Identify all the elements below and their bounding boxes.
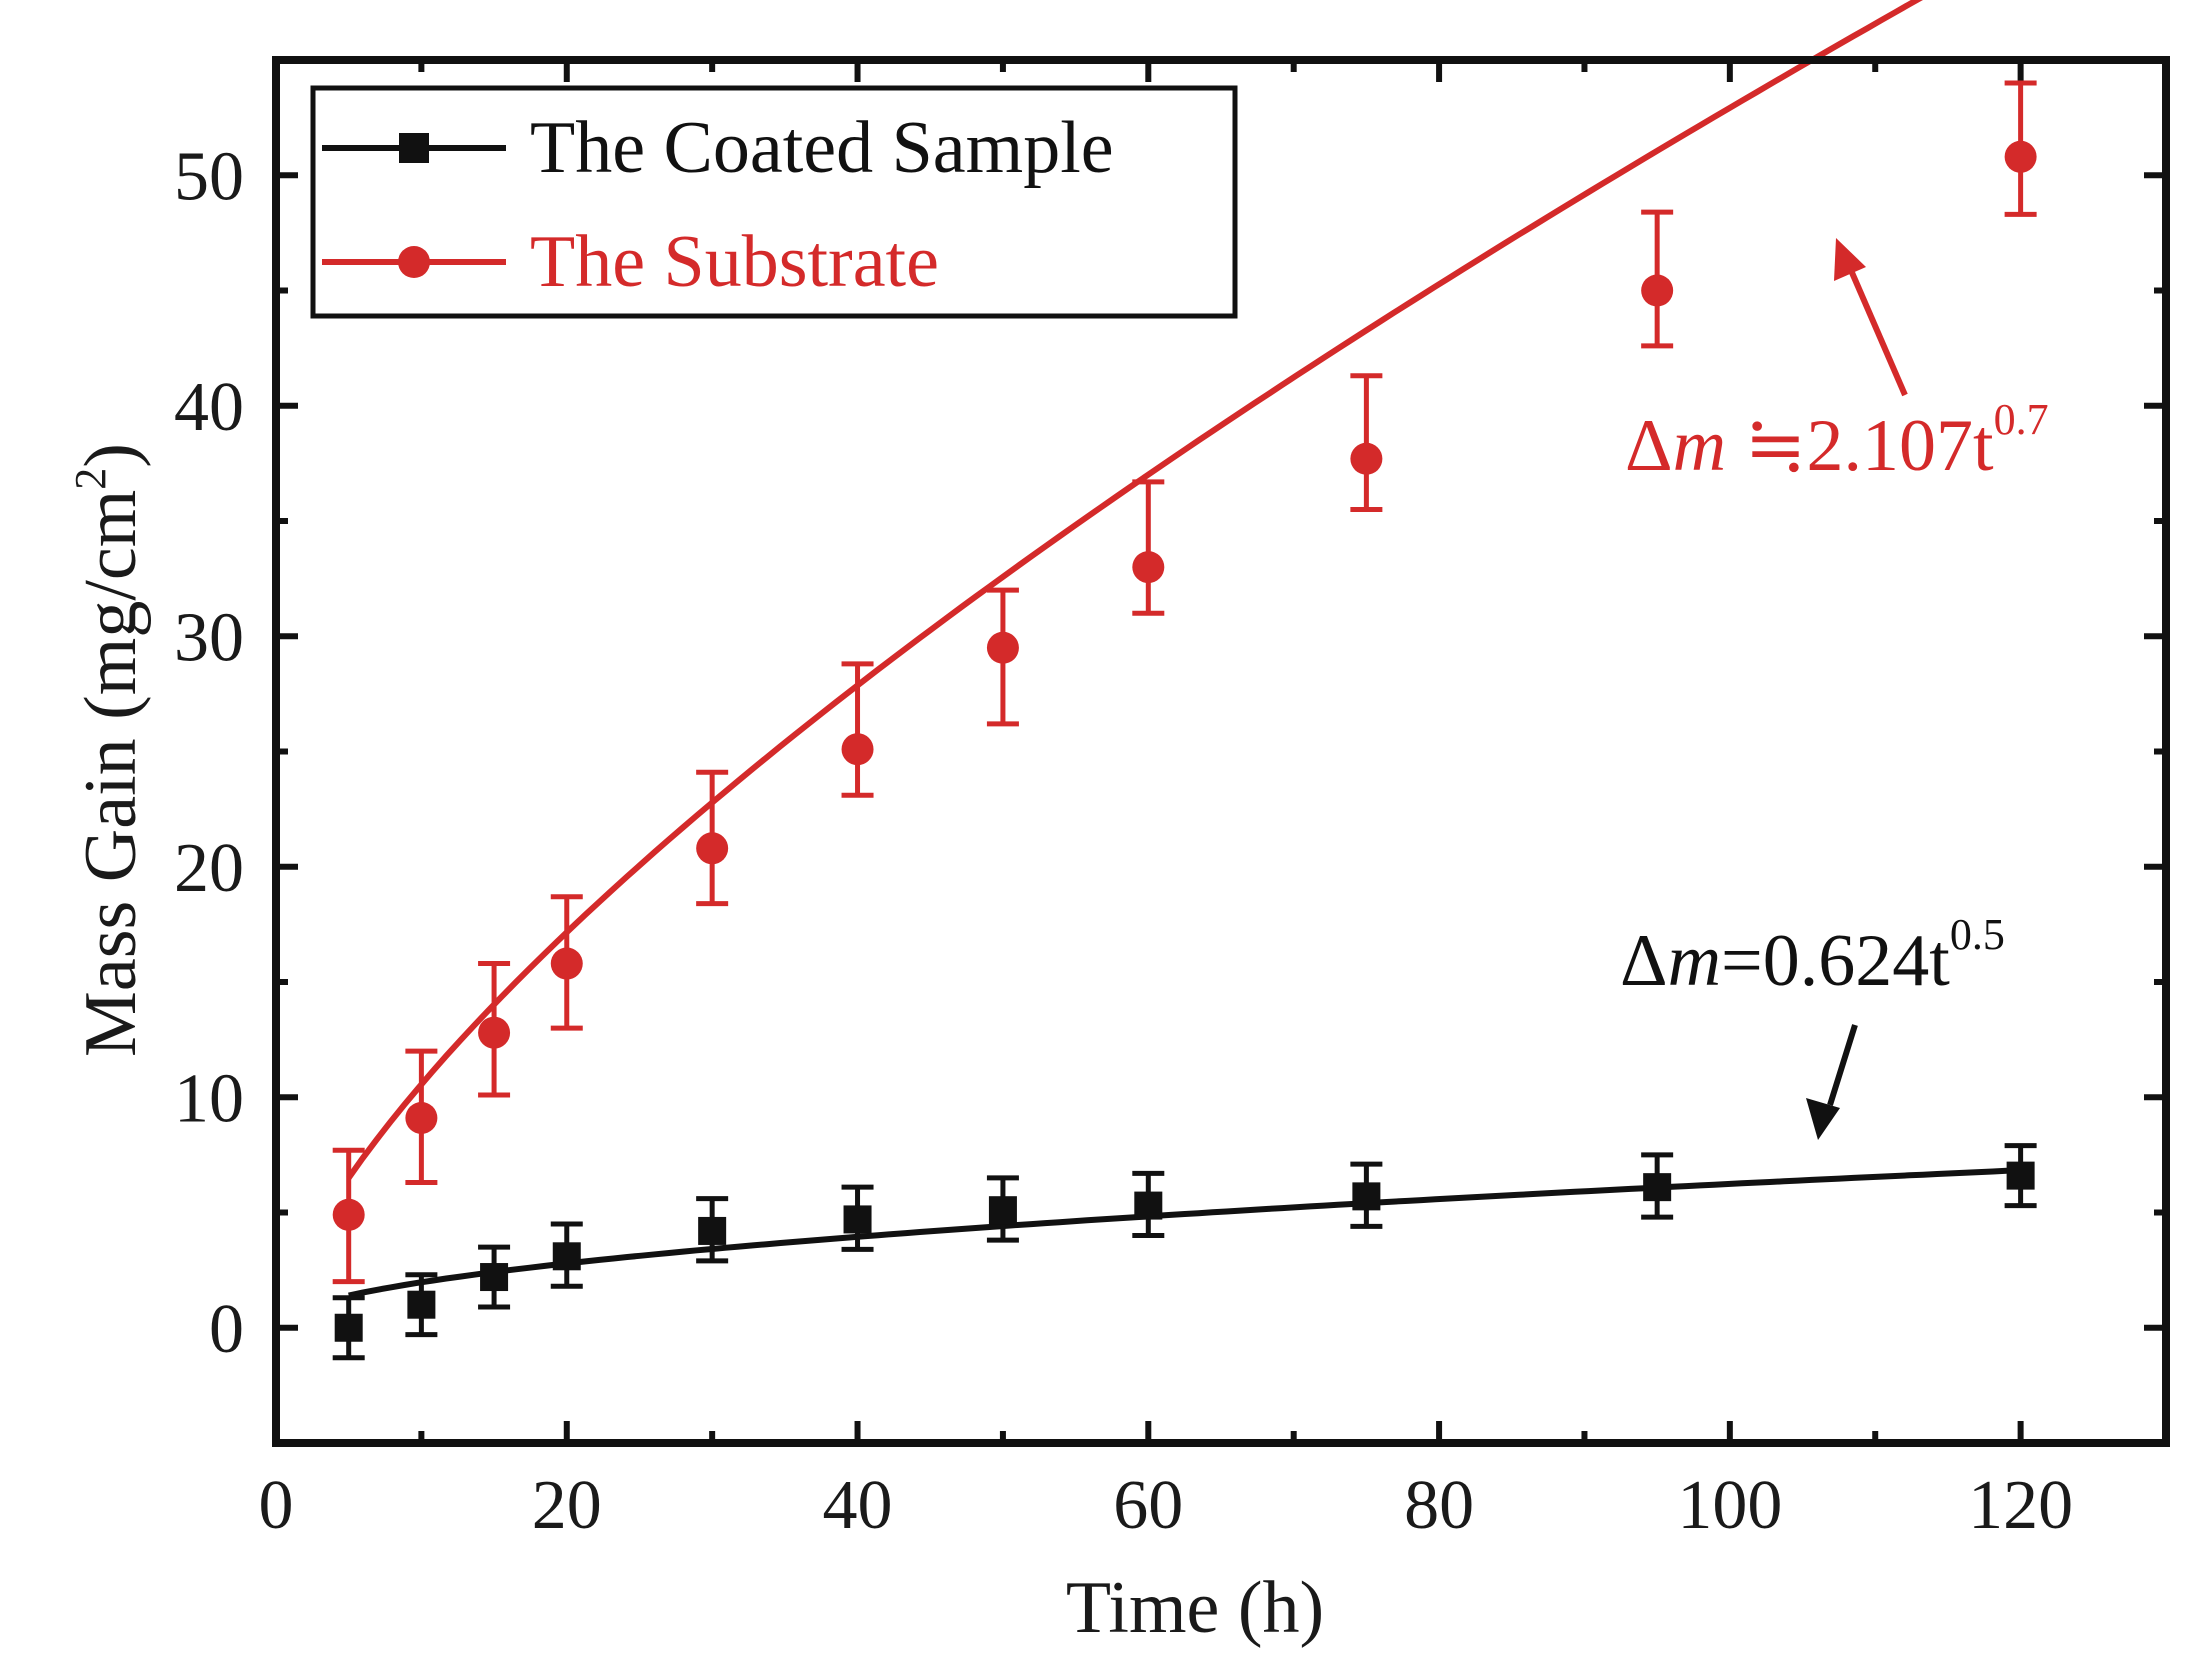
y-tick-label: 0 <box>209 1291 244 1368</box>
y-axis-title: Mass Gain (mg/cm2) <box>66 443 152 1057</box>
data-point-coated <box>480 1263 509 1292</box>
x-axis-title: Time (h) <box>1066 1567 1324 1649</box>
data-point-coated <box>2006 1161 2035 1190</box>
data-point-coated <box>552 1242 581 1271</box>
data-markers <box>332 140 2037 1342</box>
x-tick-label: 0 <box>259 1467 294 1544</box>
annotation-coated-fit: Δm=0.624t0.5 <box>1620 910 2005 1140</box>
data-point-coated <box>698 1216 727 1245</box>
data-point-coated <box>1352 1182 1381 1211</box>
x-tick-label: 60 <box>1113 1467 1183 1544</box>
x-tick-label: 100 <box>1677 1467 1782 1544</box>
data-point-coated <box>1643 1173 1672 1202</box>
legend: The Coated Sample The Substrate <box>310 85 1238 319</box>
legend-marker-coated <box>399 133 429 163</box>
x-tick-label: 40 <box>823 1467 893 1544</box>
fit-curve-coated <box>348 1167 2021 1299</box>
annotation-arrow-coated <box>1827 1024 1858 1106</box>
legend-label-substrate: The Substrate <box>530 221 939 303</box>
legend-label-coated: The Coated Sample <box>530 107 1114 189</box>
data-point-substrate <box>2004 140 2037 173</box>
y-tick-label: 30 <box>174 599 244 676</box>
fit-curves <box>346 0 2021 1299</box>
legend-marker-substrate <box>398 246 430 278</box>
data-point-substrate <box>332 1198 365 1231</box>
data-point-substrate <box>478 1016 511 1049</box>
annotation-equation-substrate: Δm ≒2.107t0.7 <box>1625 395 2049 487</box>
annotation-arrowhead-coated <box>1806 1098 1840 1140</box>
data-point-substrate <box>550 947 583 980</box>
data-point-coated <box>843 1205 872 1234</box>
x-tick-label: 80 <box>1404 1467 1474 1544</box>
annotation-arrowhead-substrate <box>1834 238 1866 281</box>
y-tick-label: 50 <box>174 138 244 215</box>
annotation-substrate-fit: Δm ≒2.107t0.7 <box>1625 238 2049 487</box>
x-tick-label: 20 <box>532 1467 602 1544</box>
data-point-substrate <box>1641 274 1674 307</box>
data-point-coated <box>407 1290 436 1319</box>
fit-curve-substrate <box>346 0 1923 1180</box>
data-point-coated <box>988 1196 1017 1225</box>
y-tick-label: 10 <box>174 1060 244 1137</box>
plot-frame <box>272 56 2170 1447</box>
data-point-substrate <box>1132 551 1165 584</box>
y-tick-label: 20 <box>174 830 244 907</box>
data-point-coated <box>334 1313 363 1342</box>
data-point-substrate <box>841 733 874 766</box>
y-tick-label: 40 <box>174 369 244 446</box>
data-point-substrate <box>1350 442 1383 475</box>
data-point-substrate <box>405 1101 438 1134</box>
legend-box <box>310 85 1238 319</box>
data-point-substrate <box>696 832 729 865</box>
data-point-substrate <box>986 631 1019 664</box>
tick-labels: 0 20 40 60 80 100 120 0 10 20 30 40 50 <box>174 138 2073 1544</box>
data-point-coated <box>1134 1191 1163 1220</box>
x-tick-label: 120 <box>1968 1467 2073 1544</box>
annotation-arrow-substrate <box>1847 266 1908 397</box>
annotation-equation-coated: Δm=0.624t0.5 <box>1620 910 2005 1002</box>
